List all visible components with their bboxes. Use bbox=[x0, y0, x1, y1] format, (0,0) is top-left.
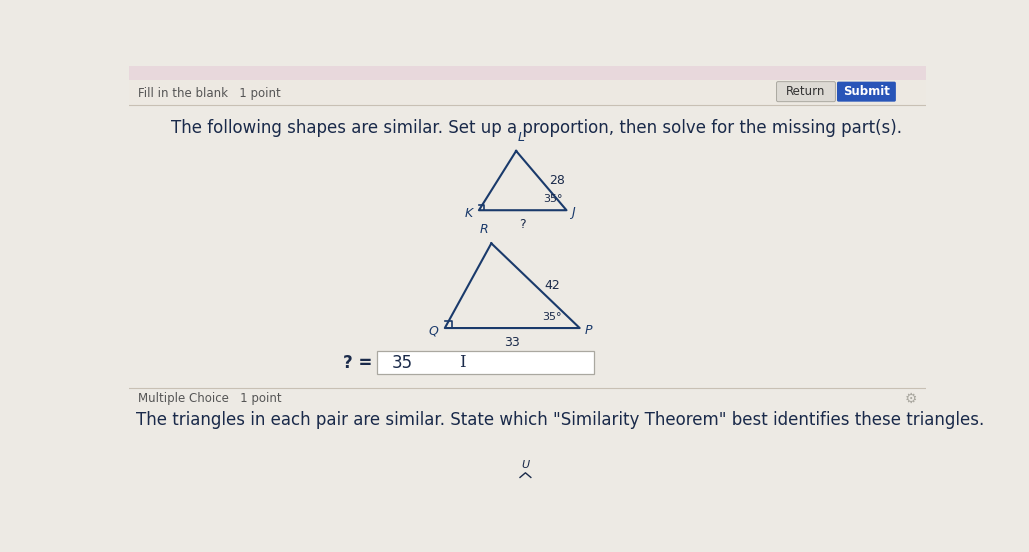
Text: 35: 35 bbox=[392, 354, 414, 371]
Text: The triangles in each pair are similar. State which "Similarity Theorem" best id: The triangles in each pair are similar. … bbox=[137, 411, 985, 429]
Text: ?: ? bbox=[520, 218, 526, 231]
Text: P: P bbox=[584, 324, 592, 337]
Text: 33: 33 bbox=[504, 336, 520, 349]
Text: ⚙: ⚙ bbox=[906, 392, 918, 406]
Text: 28: 28 bbox=[549, 174, 565, 187]
Text: Return: Return bbox=[786, 85, 825, 98]
Text: J: J bbox=[571, 206, 575, 219]
Text: The following shapes are similar. Set up a proportion, then solve for the missin: The following shapes are similar. Set up… bbox=[171, 119, 902, 136]
Text: Q: Q bbox=[429, 325, 438, 338]
Text: ? =: ? = bbox=[344, 354, 372, 371]
FancyBboxPatch shape bbox=[129, 80, 926, 105]
Text: 35°: 35° bbox=[542, 312, 562, 322]
Text: I: I bbox=[459, 354, 465, 371]
Text: 42: 42 bbox=[544, 279, 561, 292]
Text: K: K bbox=[464, 207, 472, 220]
Text: 35°: 35° bbox=[543, 194, 563, 204]
FancyBboxPatch shape bbox=[777, 82, 836, 102]
FancyBboxPatch shape bbox=[837, 82, 896, 102]
Text: L: L bbox=[518, 131, 525, 144]
Text: U: U bbox=[522, 460, 530, 470]
Text: Submit: Submit bbox=[843, 85, 890, 98]
Text: R: R bbox=[480, 224, 488, 236]
FancyBboxPatch shape bbox=[377, 351, 594, 374]
Text: Fill in the blank   1 point: Fill in the blank 1 point bbox=[138, 87, 281, 100]
FancyBboxPatch shape bbox=[129, 66, 926, 80]
Text: Multiple Choice   1 point: Multiple Choice 1 point bbox=[138, 392, 282, 405]
